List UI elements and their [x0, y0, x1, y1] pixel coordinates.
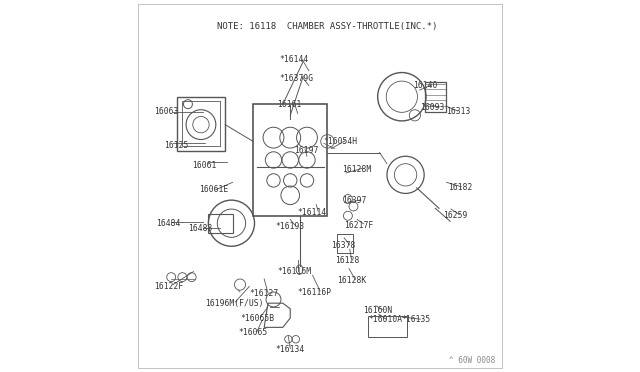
Text: 16093: 16093 — [420, 103, 445, 112]
Text: 16128K: 16128K — [337, 276, 366, 285]
Text: 16140: 16140 — [413, 81, 437, 90]
Text: 16217F: 16217F — [344, 221, 373, 230]
Text: *16193: *16193 — [275, 222, 305, 231]
Text: *16065: *16065 — [238, 328, 268, 337]
Text: 16182: 16182 — [449, 183, 473, 192]
Text: 16259: 16259 — [443, 211, 467, 220]
Text: *16127: *16127 — [250, 289, 278, 298]
Text: 16378: 16378 — [331, 241, 356, 250]
Text: 16483: 16483 — [188, 224, 212, 233]
Text: *16379G: *16379G — [279, 74, 313, 83]
Text: 16313: 16313 — [447, 107, 471, 116]
Text: 16197: 16197 — [294, 146, 318, 155]
Text: ^ 60W 0008: ^ 60W 0008 — [449, 356, 495, 365]
Text: 16128: 16128 — [335, 256, 359, 265]
Text: 16122F: 16122F — [154, 282, 184, 291]
Text: 16161: 16161 — [277, 100, 301, 109]
Text: *16065B: *16065B — [240, 314, 274, 323]
Text: *16134: *16134 — [275, 345, 305, 354]
Text: *16135: *16135 — [402, 315, 431, 324]
Text: 16063: 16063 — [154, 107, 179, 116]
Text: 16125: 16125 — [164, 141, 188, 150]
Text: *16116P: *16116P — [298, 288, 332, 296]
Text: 16128M: 16128M — [342, 165, 372, 174]
Text: 16061: 16061 — [191, 161, 216, 170]
Text: *16116M: *16116M — [277, 267, 311, 276]
Text: NOTE: 16118  CHAMBER ASSY-THROTTLE(INC.*): NOTE: 16118 CHAMBER ASSY-THROTTLE(INC.*) — [217, 22, 438, 31]
Text: 16061E: 16061E — [199, 185, 228, 194]
Text: *16114: *16114 — [298, 208, 327, 217]
Text: 16397: 16397 — [342, 196, 367, 205]
Text: *16144: *16144 — [279, 55, 308, 64]
Text: *16054H: *16054H — [324, 137, 358, 146]
Text: 16160N: 16160N — [363, 306, 392, 315]
Text: 16484: 16484 — [156, 219, 180, 228]
Text: 16196M(F/US): 16196M(F/US) — [205, 299, 263, 308]
Text: *16010A: *16010A — [369, 315, 403, 324]
